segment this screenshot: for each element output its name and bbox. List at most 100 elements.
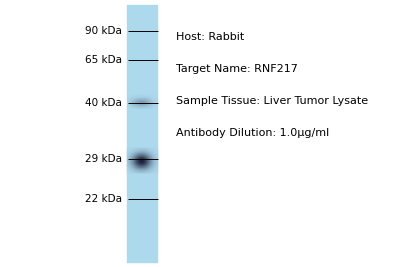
Bar xyxy=(135,157,136,158)
Bar xyxy=(150,158,151,159)
Bar xyxy=(145,162,146,163)
Bar xyxy=(132,171,133,172)
Bar xyxy=(138,156,139,157)
Bar xyxy=(141,171,142,172)
Bar xyxy=(146,158,147,159)
Bar xyxy=(155,151,156,152)
Bar xyxy=(130,165,131,166)
Bar xyxy=(136,155,137,156)
Bar xyxy=(144,157,145,158)
Bar xyxy=(143,155,144,156)
Bar xyxy=(149,159,150,160)
Bar xyxy=(147,157,148,158)
Bar xyxy=(128,161,129,162)
Bar xyxy=(150,153,151,154)
Bar xyxy=(134,159,135,160)
Bar xyxy=(139,165,140,166)
Bar xyxy=(141,167,142,168)
Bar xyxy=(150,154,151,155)
Bar xyxy=(136,156,137,157)
Bar xyxy=(138,154,139,155)
Bar xyxy=(135,151,136,152)
Bar xyxy=(130,159,131,160)
Bar xyxy=(149,156,150,157)
Bar xyxy=(139,148,140,149)
Bar xyxy=(136,163,137,164)
Bar xyxy=(132,169,133,170)
Bar xyxy=(133,151,134,152)
Bar xyxy=(133,159,134,160)
Bar xyxy=(147,166,148,167)
Bar xyxy=(153,151,154,152)
Bar xyxy=(145,151,146,152)
Bar xyxy=(136,170,137,171)
Bar xyxy=(148,170,149,171)
Bar xyxy=(129,154,130,155)
Bar xyxy=(143,166,144,167)
Bar xyxy=(142,154,143,155)
Bar xyxy=(142,152,143,153)
Bar xyxy=(136,169,137,170)
Bar xyxy=(134,152,135,153)
Bar xyxy=(151,148,152,149)
Bar xyxy=(148,161,149,162)
Bar xyxy=(131,157,132,158)
Bar xyxy=(141,154,142,155)
Bar xyxy=(145,158,146,159)
Bar xyxy=(131,158,132,159)
Bar xyxy=(129,168,130,169)
Bar xyxy=(149,162,150,163)
Bar xyxy=(130,150,131,151)
Bar xyxy=(149,163,150,164)
Bar xyxy=(152,170,153,171)
Bar xyxy=(130,152,131,153)
Bar xyxy=(153,155,154,156)
Bar xyxy=(132,152,133,153)
Bar xyxy=(151,151,152,152)
Bar xyxy=(150,169,151,170)
Bar xyxy=(134,166,135,167)
Bar xyxy=(144,159,145,160)
Bar xyxy=(136,171,137,172)
Bar xyxy=(143,164,144,165)
Bar xyxy=(154,162,155,163)
Bar xyxy=(147,148,148,149)
Bar xyxy=(140,165,141,166)
Bar xyxy=(151,158,152,159)
Bar xyxy=(152,153,153,154)
Bar xyxy=(147,160,148,161)
Bar xyxy=(145,149,146,150)
Bar xyxy=(149,149,150,150)
Bar xyxy=(154,169,155,170)
Bar xyxy=(132,155,133,156)
Bar xyxy=(141,157,142,158)
Bar xyxy=(153,159,154,160)
Bar xyxy=(142,161,143,162)
Bar xyxy=(127,171,128,172)
Bar xyxy=(154,150,155,151)
Bar xyxy=(127,161,128,162)
Bar xyxy=(133,160,134,161)
Bar xyxy=(135,156,136,157)
Bar xyxy=(144,155,145,156)
Bar xyxy=(146,160,147,161)
Bar xyxy=(127,154,128,155)
Bar xyxy=(137,169,138,170)
Bar xyxy=(131,160,132,161)
Bar xyxy=(151,171,152,172)
Bar xyxy=(155,166,156,167)
Bar xyxy=(137,171,138,172)
Bar xyxy=(136,151,137,152)
Bar xyxy=(143,165,144,166)
Bar xyxy=(153,170,154,171)
Bar xyxy=(131,166,132,167)
Bar xyxy=(127,158,128,159)
Bar xyxy=(142,150,143,151)
Bar xyxy=(142,155,143,156)
Bar xyxy=(139,154,140,155)
Bar xyxy=(128,158,129,159)
Bar xyxy=(144,154,145,155)
Bar xyxy=(146,167,147,168)
Bar xyxy=(153,148,154,149)
Bar xyxy=(154,158,155,159)
